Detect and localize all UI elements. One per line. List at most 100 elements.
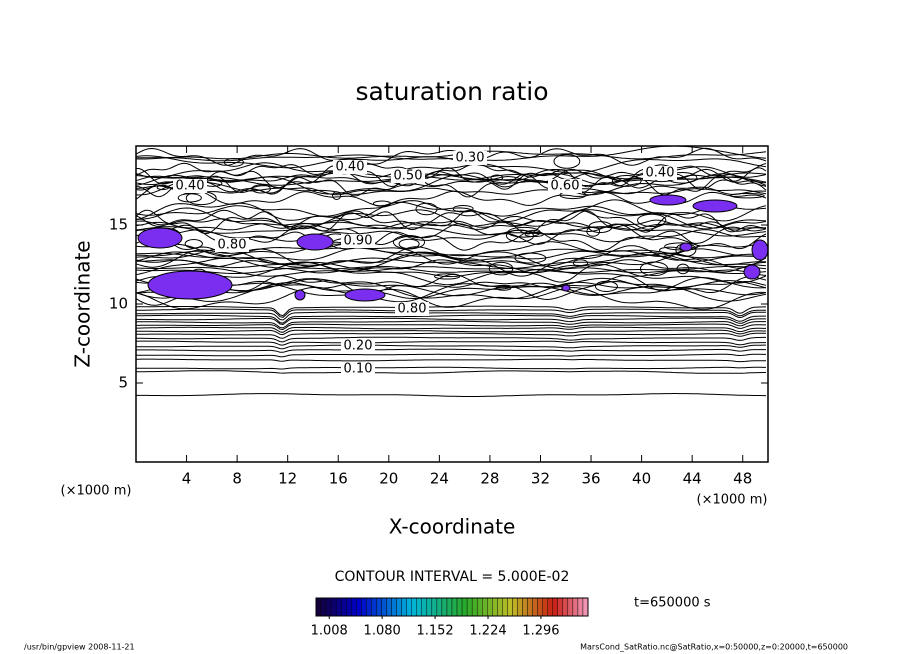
colorbar-cell [507, 597, 513, 617]
contour-line [136, 173, 767, 198]
x-tick-label: 48 [733, 470, 752, 488]
colorbar-cell [527, 597, 533, 617]
contour-interval: CONTOUR INTERVAL = 5.000E-02 [335, 569, 570, 585]
contour-line [136, 207, 767, 230]
contour-line [136, 162, 767, 181]
colorbar-cell [421, 597, 428, 617]
contour-line [136, 308, 766, 318]
colorbar-cell [487, 597, 493, 617]
colorbar-cell [411, 597, 417, 617]
colorbar-cell [512, 597, 518, 617]
contour-line [136, 173, 767, 196]
contour-loop [332, 191, 342, 200]
colorbar-cell [451, 597, 458, 617]
contour-line [136, 393, 766, 397]
contour-line [136, 221, 767, 237]
saturated-region [692, 199, 738, 213]
contour-loop [572, 259, 589, 267]
colorbar-cell [406, 597, 412, 617]
colorbar-cell [446, 597, 453, 617]
contour-loop [156, 184, 170, 191]
contour-line [136, 329, 766, 336]
contour-loop [676, 263, 690, 275]
y-tick-label: 10 [109, 295, 128, 313]
x-tick-label: 24 [430, 470, 449, 488]
contour-line [136, 311, 766, 321]
contour-loop [729, 192, 765, 199]
colorbar-cell [325, 597, 332, 617]
colorbar-cell [461, 597, 468, 617]
colorbar-cell [471, 597, 478, 617]
colorbar-tick-label: 1.296 [522, 624, 559, 639]
x-tick-label: 44 [683, 470, 702, 488]
contour-line [136, 259, 767, 274]
chart-title: saturation ratio [355, 77, 548, 106]
contour-line [136, 320, 766, 329]
contour-label: 0.40 [176, 179, 205, 194]
label-bg [395, 302, 429, 316]
footer-left: /usr/bin/gpview 2008-11-21 [24, 643, 135, 652]
label-bg [341, 362, 375, 376]
saturated-region [751, 239, 768, 261]
contour-label: 0.40 [336, 160, 365, 175]
contour-loop [637, 213, 667, 228]
colorbar-cell [522, 597, 528, 617]
x-tick-label: 28 [480, 470, 499, 488]
contour-line [136, 326, 766, 333]
saturated-region [743, 264, 761, 280]
y-tick-label: 5 [118, 374, 128, 392]
time-label: t=650000 s [634, 596, 711, 611]
x-axis-label: X-coordinate [389, 515, 516, 539]
colorbar-cell [517, 597, 523, 617]
contour-label: 0.10 [344, 362, 373, 377]
label-bg [333, 160, 367, 174]
contour-line [136, 175, 767, 196]
contour-loop [452, 205, 474, 213]
colorbar-cell [335, 597, 342, 617]
colorbar-cell [431, 597, 438, 617]
contour-line [136, 348, 766, 353]
label-bg [391, 169, 425, 183]
colorbar-cell [315, 597, 322, 617]
y-tick-label: 15 [109, 216, 128, 234]
colorbar-cell [572, 597, 579, 617]
contour-line [136, 265, 767, 274]
contour-loop [611, 175, 642, 187]
x-tick-label: 40 [632, 470, 651, 488]
saturated-region [296, 233, 334, 251]
label-bg [215, 238, 249, 252]
colorbar-cell [386, 597, 392, 617]
colorbar-cell [371, 597, 377, 617]
contour-loop [594, 280, 618, 292]
contour-loop [372, 200, 392, 207]
contour-loop [505, 229, 535, 243]
contour-loop [639, 261, 669, 277]
contour-line [136, 252, 767, 269]
colorbar-cell [376, 597, 382, 617]
contours: 0.10 0.20 0.30 0.40 0.40 0.40 0.50 0.60 0.80 0.80… [136, 146, 768, 397]
footer-right: MarsCond_SatRatio.nc@SatRatio,x=0:50000,… [580, 643, 848, 652]
contour-loop [553, 153, 581, 169]
colorbar-cell [320, 597, 327, 617]
colorbar-cell [567, 597, 574, 617]
colorbar-cell [401, 597, 407, 617]
contour-line [136, 340, 766, 346]
contour-loop [251, 184, 271, 194]
colorbar-cell [537, 597, 543, 617]
x-tick-label: 32 [531, 470, 550, 488]
contour-line [136, 353, 766, 358]
label-bg [173, 179, 207, 193]
contour-line [136, 218, 767, 229]
colorbar-cell [340, 597, 347, 617]
colorbar-cell [351, 597, 357, 617]
saturated-region [294, 289, 306, 301]
x-tick-label: 20 [379, 470, 398, 488]
colorbar-tick-label: 1.008 [311, 624, 348, 639]
colorbar-cell [557, 597, 564, 617]
colorbar-cell [426, 597, 433, 617]
contour-line [136, 366, 766, 370]
colorbar-cell [416, 597, 422, 617]
contour-label: 0.30 [456, 151, 485, 166]
